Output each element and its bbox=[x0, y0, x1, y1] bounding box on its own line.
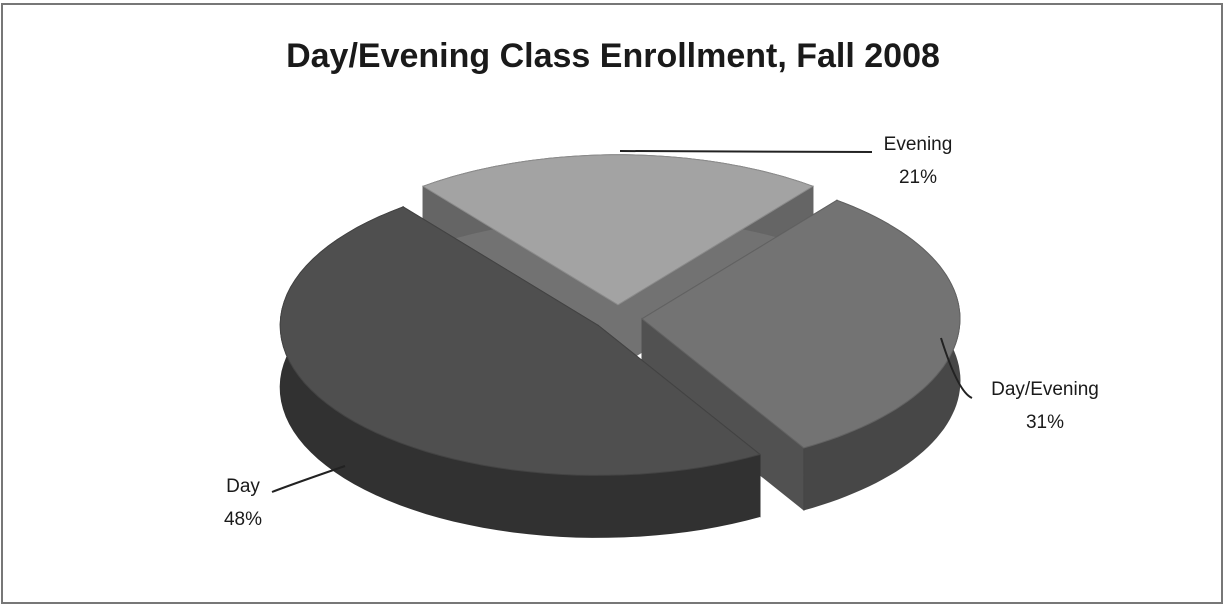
chart-title: Day/Evening Class Enrollment, Fall 2008 bbox=[286, 37, 940, 75]
data-label-value: 31% bbox=[1026, 412, 1064, 433]
data-label-name: Day bbox=[226, 476, 260, 497]
leader-line bbox=[271, 465, 346, 493]
data-label-value: 21% bbox=[899, 167, 937, 188]
slice bbox=[421, 154, 815, 306]
slice bbox=[641, 199, 961, 449]
slice bbox=[279, 206, 762, 476]
leader-line bbox=[619, 150, 873, 153]
data-label-name: Evening bbox=[884, 134, 953, 155]
pie bbox=[279, 154, 961, 538]
leader-line bbox=[940, 337, 973, 399]
data-label-name: Day/Evening bbox=[991, 379, 1099, 400]
data-label-value: 48% bbox=[224, 509, 262, 530]
